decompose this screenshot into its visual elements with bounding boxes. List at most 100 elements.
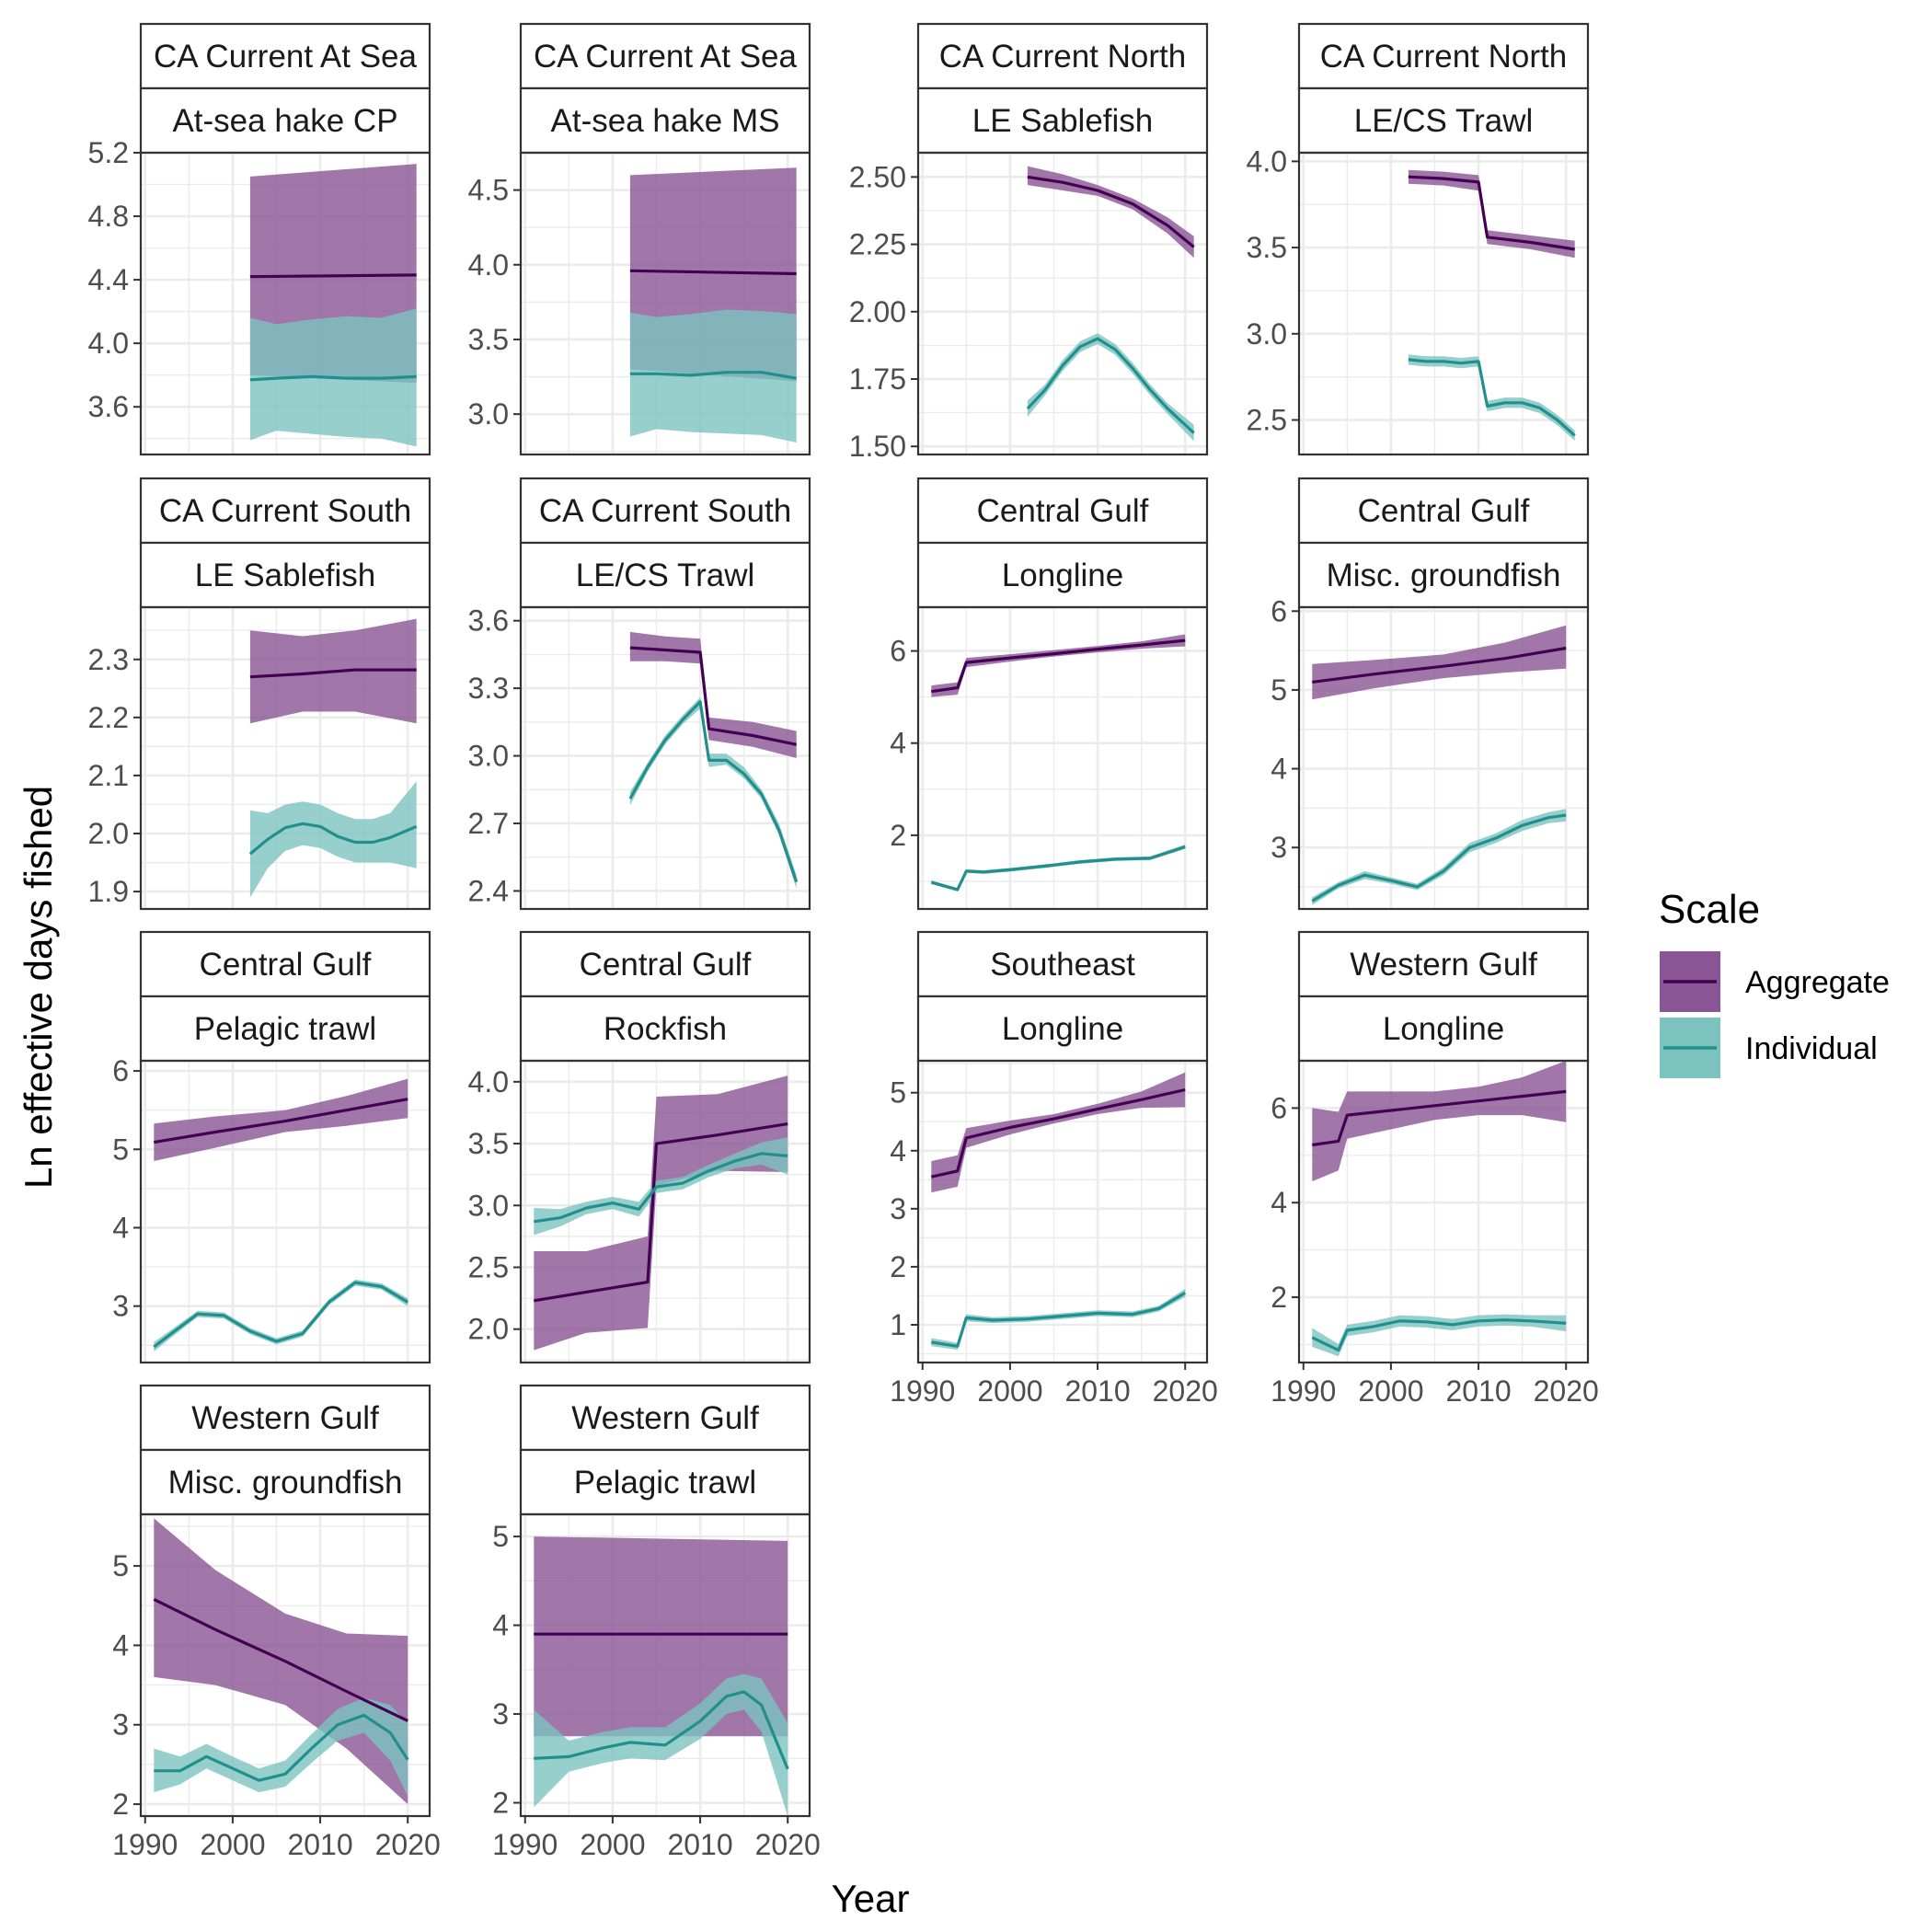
panel-western-gulf-misc-groundfish: Western Gulf Misc. groundfish 2 3 4 5 1990 2000… (112, 1384, 441, 1861)
panel-border (1297, 1059, 1590, 1364)
legend-key-aggregate: Aggregate (1660, 951, 1890, 1012)
individual-line (534, 1152, 788, 1224)
y-tick-label: 2.50 (849, 160, 906, 193)
y-tick-label: 1 (890, 1308, 906, 1341)
series-layer (930, 1072, 1187, 1351)
x-tick-label: 2010 (1445, 1374, 1511, 1408)
panel-border (139, 151, 431, 456)
strip-fishery-label: Pelagic trawl (194, 1011, 376, 1047)
strip-region-box (1297, 930, 1590, 998)
strip-region-box (139, 22, 431, 90)
legend-label-individual: Individual (1745, 1031, 1878, 1066)
y-tick-label: 4 (112, 1211, 129, 1244)
y-tick-label: 1.75 (849, 362, 906, 396)
y-tick-label: 5 (112, 1549, 129, 1582)
panel-western-gulf-pelagic-trawl: Western Gulf Pelagic trawl 2 3 4 5 1990 2000 201… (492, 1384, 821, 1861)
y-tick-label: 3.6 (468, 604, 509, 638)
aggregate-line (153, 1597, 408, 1722)
aggregate-ribbon (1408, 169, 1575, 259)
gridlines (918, 607, 1207, 909)
panel-ca-current-north-le-sablefish: CA Current North LE Sablefish 1.50 1.75 2.00… (849, 22, 1209, 463)
series-layer (248, 618, 418, 898)
strip-fishery-label: LE Sablefish (972, 103, 1154, 139)
aggregate-ribbon (154, 1078, 408, 1161)
strip-region-label: Central Gulf (977, 493, 1149, 529)
strip-region-label: CA Current North (1320, 39, 1567, 75)
y-tick-label: 1.50 (849, 430, 906, 463)
legend-title: Scale (1659, 887, 1760, 932)
panel-ca-current-south-le-cs-trawl: CA Current South LE/CS Trawl 2.4 2.7 3.0 3.3 3… (468, 477, 811, 911)
aggregate-line (249, 668, 417, 679)
panel-central-gulf-rockfish: Central Gulf Rockfish 2.0 2.5 3.0 3.5 4.0 (468, 930, 811, 1364)
y-tick-label: 4.5 (468, 174, 509, 207)
y-tick-label: 3.3 (468, 672, 509, 705)
panel-border (519, 1512, 811, 1818)
y-tick-label: 3 (1271, 831, 1287, 864)
panel-ca-current-at-sea-at-sea-hake-ms: CA Current At Sea At-sea hake MS 3.0 3.5 4.0… (468, 22, 811, 456)
facet-panels: CA Current At Sea At-sea hake CP 3.6 4.0 4.4… (88, 22, 1599, 1861)
strip-fishery-label: Longline (1383, 1011, 1504, 1047)
strip-region-label: Southeast (990, 947, 1135, 983)
strip-fishery-box (519, 86, 811, 155)
panel-border (1297, 151, 1590, 456)
aggregate-ribbon (931, 634, 1186, 697)
individual-ribbon (629, 309, 797, 443)
panel-border (519, 1059, 811, 1364)
aggregate-line (534, 1122, 788, 1303)
series-layer (153, 1078, 409, 1352)
x-tick-label: 2020 (755, 1828, 821, 1861)
panel-central-gulf-longline: Central Gulf Longline 2 4 6 (890, 477, 1209, 911)
y-tick-label: 6 (890, 635, 906, 668)
aggregate-line (629, 269, 797, 276)
individual-ribbon (931, 844, 1186, 891)
individual-line (249, 374, 417, 382)
strip-region-box (916, 477, 1209, 545)
panel-ca-current-at-sea-at-sea-hake-cp: CA Current At Sea At-sea hake CP 3.6 4.0 4.4… (88, 22, 431, 456)
aggregate-line (1027, 175, 1195, 248)
y-tick-label: 2.2 (88, 701, 129, 734)
y-tick-label: 3 (492, 1697, 509, 1731)
y-axis-title: Ln effective days fished (17, 786, 60, 1189)
legend: Scale Aggregate Individual (1659, 887, 1890, 1078)
individual-line (930, 845, 1186, 891)
strip-region-box (519, 22, 811, 90)
panel-border (139, 1512, 431, 1818)
strip-fishery-label: Longline (1002, 558, 1123, 593)
x-tick-label: 2020 (375, 1828, 441, 1861)
panel-border (916, 1059, 1209, 1364)
series-layer (534, 1075, 788, 1351)
y-tick-label: 3 (112, 1708, 129, 1742)
legend-label-aggregate: Aggregate (1745, 965, 1890, 1000)
y-tick-label: 5.2 (88, 136, 129, 169)
y-tick-label: 5 (492, 1520, 509, 1553)
y-tick-label: 6 (112, 1054, 129, 1087)
y-tick-label: 3 (890, 1192, 906, 1225)
y-tick-label: 3.0 (1247, 317, 1287, 351)
y-tick-label: 6 (1271, 594, 1287, 627)
strip-fishery-label: Longline (1002, 1011, 1123, 1047)
individual-ribbon (249, 781, 417, 898)
strip-fishery-box (139, 995, 431, 1063)
y-tick-label: 2 (492, 1787, 509, 1820)
y-tick-label: 2.3 (88, 643, 129, 676)
strip-region-label: Central Gulf (1358, 493, 1530, 529)
aggregate-line (931, 638, 1186, 694)
x-tick-label: 2010 (1064, 1374, 1130, 1408)
individual-line (629, 371, 797, 380)
y-tick-label: 3.0 (468, 740, 509, 773)
strip-region-box (139, 930, 431, 998)
strip-region-label: Western Gulf (1350, 947, 1537, 983)
x-tick-label: 2020 (1153, 1374, 1218, 1408)
strip-fishery-label: Misc. groundfish (1327, 558, 1561, 593)
strip-fishery-label: LE/CS Trawl (1354, 103, 1534, 139)
y-tick-label: 4 (1271, 753, 1287, 786)
strip-region-label: CA Current At Sea (534, 39, 798, 75)
panel-central-gulf-pelagic-trawl: Central Gulf Pelagic trawl 3 4 5 6 (112, 930, 431, 1364)
strip-region-box (139, 1384, 431, 1452)
x-tick-label: 2000 (200, 1828, 265, 1861)
series-layer (629, 167, 797, 443)
strip-region-label: Western Gulf (571, 1400, 759, 1436)
series-layer (249, 164, 417, 447)
strip-fishery-box (916, 86, 1209, 155)
